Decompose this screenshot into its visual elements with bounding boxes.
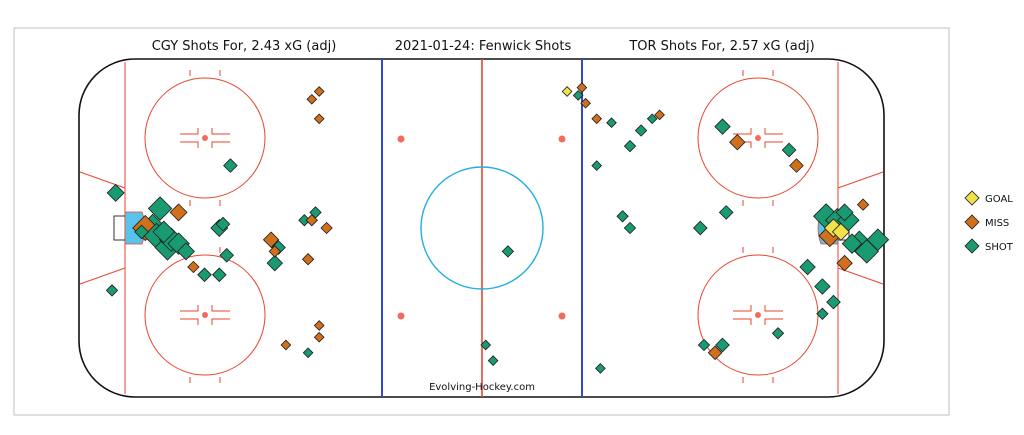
- legend-key-miss: [964, 214, 980, 230]
- shot-marker-shot: [841, 233, 863, 254]
- shot-marker-shot: [697, 338, 711, 352]
- shot-marker-shot: [211, 267, 227, 283]
- shot-marker-shot: [799, 258, 816, 276]
- shot-marker-shot: [501, 245, 515, 258]
- shot-marker-shot: [266, 254, 284, 272]
- shot-marker-goal: [831, 222, 850, 241]
- neutral-dot: [397, 135, 405, 143]
- goal-net-left: [113, 215, 125, 241]
- shot-markers: [105, 82, 890, 374]
- series-cgy: [105, 86, 333, 359]
- shot-marker-shot: [646, 113, 658, 125]
- legend-key-shot: [964, 238, 980, 254]
- shot-marker-shot: [595, 363, 606, 374]
- shot-marker-miss: [836, 254, 853, 272]
- shot-marker-miss: [313, 331, 325, 343]
- shot-marker-shot: [197, 267, 212, 283]
- shot-marker-shot: [718, 205, 734, 220]
- shot-marker-miss: [268, 245, 281, 258]
- rink: [78, 58, 885, 398]
- shot-marker-shot: [814, 278, 831, 295]
- faceoff-circle-left-top: [144, 70, 266, 206]
- shot-marker-miss: [262, 231, 280, 248]
- shot-marker-shot: [781, 142, 797, 158]
- shot-marker-shot: [591, 160, 603, 171]
- shot-marker-shot: [714, 118, 731, 135]
- trapezoid-line: [837, 267, 884, 285]
- shot-marker-goal: [561, 86, 573, 97]
- shot-marker-shot: [606, 117, 617, 129]
- shot-marker-miss: [187, 260, 200, 274]
- credit-text: Evolving-Hockey.com: [429, 382, 535, 393]
- legend-label-goal: GOAL: [985, 194, 1013, 205]
- shot-marker-shot: [771, 327, 785, 340]
- shot-marker-miss: [313, 113, 325, 125]
- shot-marker-shot: [309, 206, 322, 219]
- shot-marker-miss: [313, 86, 325, 97]
- shot-marker-shot: [715, 337, 730, 353]
- shot-marker-shot: [134, 224, 149, 240]
- neutral-dot: [558, 135, 566, 143]
- shot-marker-miss: [313, 320, 325, 331]
- shot-marker-shot: [572, 90, 584, 101]
- shot-marker-miss: [707, 345, 723, 361]
- shot-marker-shot: [147, 196, 173, 221]
- shot-marker-miss: [320, 221, 333, 235]
- shot-marker-miss: [729, 133, 746, 151]
- title-center: 2021-01-24: Fenwick Shots: [395, 39, 572, 54]
- shot-marker-miss: [301, 253, 315, 266]
- shot-marker-miss: [654, 109, 665, 121]
- legend: GOAL MISS SHOT: [964, 190, 1014, 254]
- shot-marker-shot: [835, 203, 854, 222]
- shot-marker-shot: [616, 210, 629, 223]
- shot-marker-miss: [856, 198, 870, 211]
- shot-marker-shot: [302, 347, 314, 359]
- shot-marker-shot: [816, 307, 829, 320]
- title-right: TOR Shots For, 2.57 xG (adj): [628, 39, 814, 54]
- faceoff-circle-left-bottom: [144, 247, 266, 383]
- title-left: CGY Shots For, 2.43 xG (adj): [152, 39, 337, 54]
- shot-marker-miss: [280, 339, 292, 351]
- legend-label-miss: MISS: [985, 218, 1009, 229]
- shot-marker-miss: [789, 158, 804, 173]
- shot-marker-shot: [826, 294, 841, 310]
- shot-marker-miss: [306, 93, 318, 105]
- shot-marker-shot: [634, 124, 648, 137]
- trapezoid-line: [837, 171, 884, 189]
- shot-marker-shot: [223, 158, 238, 173]
- shot-marker-shot: [215, 216, 231, 232]
- legend-key-goal: [964, 190, 980, 206]
- shot-marker-shot: [219, 247, 235, 263]
- shot-marker-shot: [177, 242, 195, 261]
- shot-marker-shot: [152, 220, 176, 244]
- center-circle: [420, 166, 544, 290]
- shot-marker-miss: [580, 97, 591, 109]
- shot-marker-shot: [866, 228, 890, 251]
- shot-marker-shot: [105, 284, 119, 297]
- shot-marker-miss: [576, 82, 588, 93]
- legend-label-shot: SHOT: [985, 242, 1014, 253]
- shot-marker-miss: [591, 113, 603, 125]
- trapezoid-line: [79, 171, 126, 189]
- shot-marker-shot: [623, 139, 637, 153]
- series-tor: [480, 82, 890, 374]
- shot-marker-shot: [692, 220, 708, 236]
- shot-marker-shot: [106, 183, 125, 202]
- trapezoid-line: [79, 267, 126, 285]
- shot-marker-shot: [623, 221, 637, 235]
- shot-marker-miss: [169, 203, 188, 222]
- shot-marker-shot: [480, 339, 492, 351]
- shot-marker-shot: [487, 355, 499, 366]
- neutral-dot: [397, 312, 405, 320]
- faceoff-circle-right-top: [697, 70, 819, 206]
- neutral-dot: [558, 312, 566, 320]
